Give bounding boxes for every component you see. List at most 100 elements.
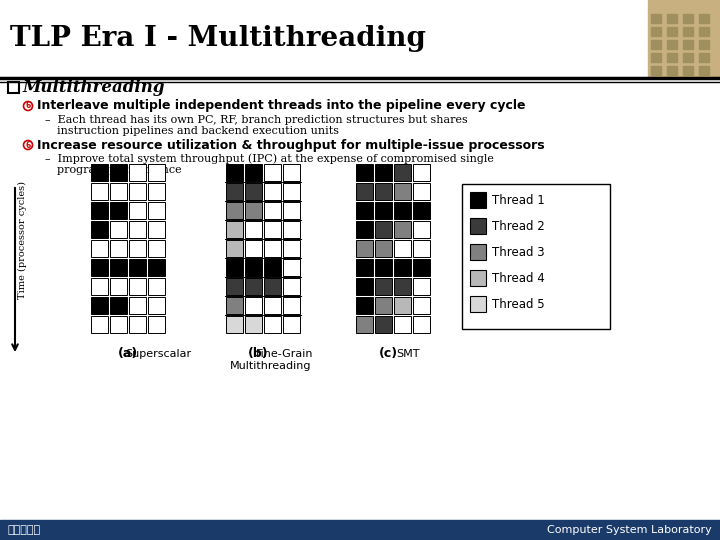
Bar: [667, 66, 677, 75]
Bar: [413, 221, 430, 238]
Bar: [413, 316, 430, 333]
Text: TLP Era I - Multithreading: TLP Era I - Multithreading: [10, 24, 426, 51]
Bar: [129, 221, 146, 238]
Bar: [413, 259, 430, 276]
Bar: [110, 202, 127, 219]
Bar: [91, 183, 108, 200]
Bar: [264, 221, 281, 238]
Bar: [226, 221, 243, 238]
Bar: [375, 221, 392, 238]
Bar: [148, 278, 165, 295]
Bar: [394, 316, 411, 333]
Bar: [245, 278, 262, 295]
Bar: [129, 164, 146, 181]
Text: instruction pipelines and backend execution units: instruction pipelines and backend execut…: [57, 126, 339, 136]
Bar: [394, 221, 411, 238]
Bar: [245, 183, 262, 200]
Bar: [667, 53, 677, 62]
Bar: [375, 240, 392, 257]
Bar: [394, 259, 411, 276]
Bar: [470, 244, 486, 260]
Bar: [226, 278, 243, 295]
Bar: [91, 240, 108, 257]
Bar: [375, 297, 392, 314]
Bar: [667, 14, 677, 23]
Bar: [283, 316, 300, 333]
Bar: [470, 270, 486, 286]
Bar: [264, 259, 281, 276]
Text: Multithreading: Multithreading: [22, 78, 164, 96]
Bar: [129, 278, 146, 295]
Text: Thread 3: Thread 3: [492, 246, 544, 259]
Bar: [667, 40, 677, 49]
Text: Computer System Laboratory: Computer System Laboratory: [547, 525, 712, 535]
Text: 高麗大學校: 高麗大學校: [8, 525, 41, 535]
Bar: [226, 240, 243, 257]
Bar: [394, 202, 411, 219]
Bar: [110, 297, 127, 314]
Text: (b): (b): [248, 348, 269, 361]
Bar: [91, 202, 108, 219]
Bar: [283, 164, 300, 181]
Text: (a): (a): [118, 348, 138, 361]
Bar: [129, 183, 146, 200]
Bar: [283, 278, 300, 295]
Bar: [91, 221, 108, 238]
Bar: [413, 164, 430, 181]
Bar: [245, 297, 262, 314]
Bar: [110, 316, 127, 333]
Text: Fine-Grain: Fine-Grain: [256, 349, 314, 359]
Bar: [283, 259, 300, 276]
Bar: [264, 240, 281, 257]
Bar: [264, 164, 281, 181]
Bar: [356, 278, 373, 295]
Bar: [356, 202, 373, 219]
Bar: [264, 316, 281, 333]
Bar: [356, 297, 373, 314]
Text: program performance: program performance: [57, 165, 181, 175]
Text: 6: 6: [25, 102, 31, 111]
Bar: [110, 183, 127, 200]
Bar: [129, 259, 146, 276]
Bar: [394, 183, 411, 200]
Text: Multithreading: Multithreading: [230, 361, 312, 371]
Bar: [226, 316, 243, 333]
Bar: [245, 164, 262, 181]
Text: Interleave multiple independent threads into the pipeline every cycle: Interleave multiple independent threads …: [37, 99, 526, 112]
Bar: [470, 296, 486, 312]
Bar: [375, 202, 392, 219]
Text: Thread 5: Thread 5: [492, 298, 544, 310]
Bar: [699, 14, 709, 23]
Text: Thread 2: Thread 2: [492, 219, 545, 233]
Text: Thread 1: Thread 1: [492, 193, 545, 206]
Bar: [226, 164, 243, 181]
Bar: [91, 259, 108, 276]
Bar: [683, 14, 693, 23]
Bar: [148, 297, 165, 314]
Text: 6: 6: [25, 140, 31, 150]
Bar: [394, 164, 411, 181]
Bar: [264, 202, 281, 219]
Bar: [264, 183, 281, 200]
Bar: [356, 164, 373, 181]
Bar: [245, 202, 262, 219]
Bar: [91, 278, 108, 295]
Bar: [110, 164, 127, 181]
Bar: [226, 259, 243, 276]
Bar: [356, 221, 373, 238]
Bar: [264, 278, 281, 295]
Bar: [394, 240, 411, 257]
Bar: [394, 297, 411, 314]
Bar: [462, 184, 610, 329]
Bar: [148, 259, 165, 276]
Bar: [91, 164, 108, 181]
Bar: [283, 221, 300, 238]
Bar: [375, 316, 392, 333]
Bar: [356, 183, 373, 200]
Bar: [110, 221, 127, 238]
Bar: [0, 520, 720, 540]
Bar: [413, 278, 430, 295]
Text: Increase resource utilization & throughput for multiple-issue processors: Increase resource utilization & throughp…: [37, 138, 544, 152]
Text: –  Improve total system throughput (IPC) at the expense of compromised single: – Improve total system throughput (IPC) …: [45, 154, 494, 164]
Bar: [226, 183, 243, 200]
